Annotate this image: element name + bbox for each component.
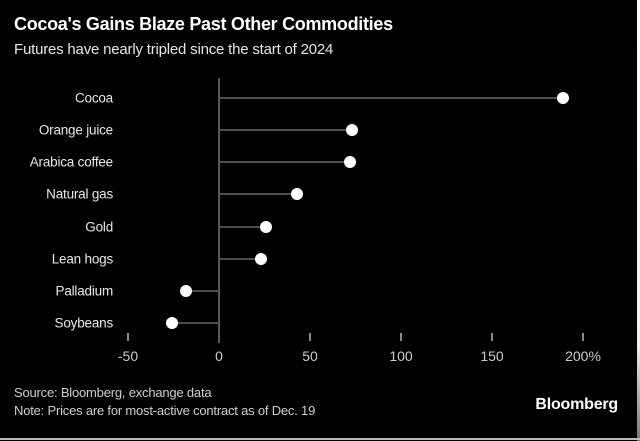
footnotes: Source: Bloomberg, exchange data Note: P… (14, 384, 315, 420)
data-point-dot (556, 92, 569, 104)
category-label: Orange juice (38, 122, 113, 138)
axis-tick-label: 200% (565, 348, 601, 364)
data-point-dot (291, 188, 304, 200)
category-label: Soybeans (54, 315, 114, 331)
axis-tick (127, 333, 129, 341)
lollipop-stem (171, 322, 219, 324)
axis-tick-label: 0 (215, 348, 223, 364)
category-label: Cocoa (74, 90, 113, 106)
zero-axis-line (218, 78, 220, 343)
lollipop-stem (186, 290, 219, 292)
axis-tick-label: 150 (480, 348, 504, 364)
data-point-dot (254, 253, 267, 265)
category-label: Natural gas (46, 186, 113, 202)
lollipop-stem (219, 193, 298, 195)
bloomberg-logo: Bloomberg (535, 396, 618, 413)
data-point-dot (344, 156, 357, 168)
axis-tick-label: 50 (302, 348, 318, 364)
lollipop-stem (219, 161, 351, 163)
axis-tick (400, 333, 402, 341)
category-label: Lean hogs (51, 251, 113, 267)
chart-title: Cocoa's Gains Blaze Past Other Commoditi… (14, 14, 393, 34)
data-point-dot (260, 221, 273, 233)
page-edge-right (637, 0, 640, 441)
axis-tick-label: -50 (117, 348, 139, 364)
category-label: Gold (85, 219, 113, 235)
data-point-dot (180, 285, 193, 297)
source-text: Source: Bloomberg, exchange data (14, 385, 212, 400)
lollipop-stem (219, 258, 261, 260)
data-point-dot (165, 317, 178, 329)
note-text: Note: Prices are for most-active contrac… (14, 403, 316, 418)
data-point-dot (345, 124, 358, 136)
category-label: Palladium (55, 283, 114, 299)
lollipop-stem (219, 129, 352, 131)
chart-subtitle: Futures have nearly tripled since the st… (14, 41, 334, 58)
lollipop-stem (219, 226, 267, 228)
page-edge-bottom (0, 438, 640, 440)
axis-tick (309, 333, 311, 341)
category-label: Arabica coffee (29, 154, 113, 170)
axis-tick (582, 333, 584, 341)
axis-tick (491, 333, 493, 341)
lollipop-stem (219, 97, 563, 99)
axis-tick-label: 100 (389, 348, 413, 364)
